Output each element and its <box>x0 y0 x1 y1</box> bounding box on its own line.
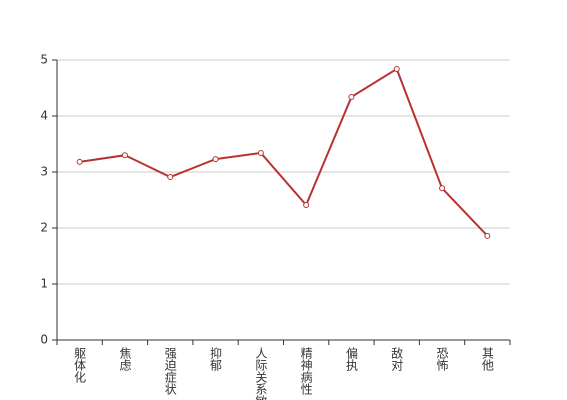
x-tick-label: 焦虑 <box>118 347 132 371</box>
x-tick-label: 恐怖 <box>435 347 449 371</box>
point <box>439 185 446 192</box>
y-tick-label: 4 <box>40 109 48 123</box>
point <box>303 202 310 209</box>
x-tick-label: 人际关系敏感 <box>254 347 268 400</box>
y-tick-label: 3 <box>40 165 48 179</box>
x-tick-label: 其他 <box>480 347 494 371</box>
x-tick-label: 抑郁 <box>209 346 223 372</box>
point <box>393 65 400 72</box>
x-tick-label: 躯体化 <box>73 346 87 384</box>
x-tick-label: 偏执 <box>344 346 358 372</box>
point <box>257 149 264 156</box>
y-tick-label: 5 <box>40 53 48 67</box>
x-tick-label: 敌对 <box>390 346 404 371</box>
point <box>212 156 219 163</box>
x-tick-label: 精神病性 <box>299 347 313 396</box>
point <box>167 174 174 181</box>
point <box>348 93 355 100</box>
point <box>76 158 83 165</box>
y-tick-label: 0 <box>40 333 48 347</box>
point <box>121 152 128 159</box>
x-tick-label: 强迫症状 <box>163 347 177 395</box>
y-tick-label: 1 <box>40 277 48 291</box>
line <box>79 67 489 237</box>
y-tick-label: 2 <box>40 221 48 235</box>
point <box>484 232 491 239</box>
